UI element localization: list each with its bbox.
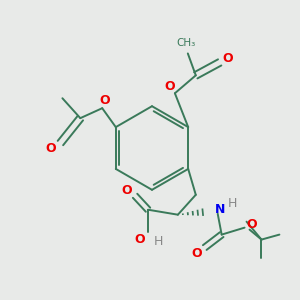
Text: O: O	[99, 94, 110, 107]
Text: O: O	[45, 142, 56, 154]
Text: O: O	[165, 80, 175, 93]
Text: O: O	[191, 247, 202, 260]
Text: O: O	[122, 184, 132, 197]
Text: O: O	[222, 52, 233, 65]
Text: H: H	[153, 235, 163, 248]
Text: O: O	[135, 233, 146, 246]
Text: O: O	[246, 218, 257, 231]
Text: H: H	[228, 197, 237, 210]
Text: N: N	[214, 203, 225, 216]
Text: CH₃: CH₃	[176, 38, 196, 47]
